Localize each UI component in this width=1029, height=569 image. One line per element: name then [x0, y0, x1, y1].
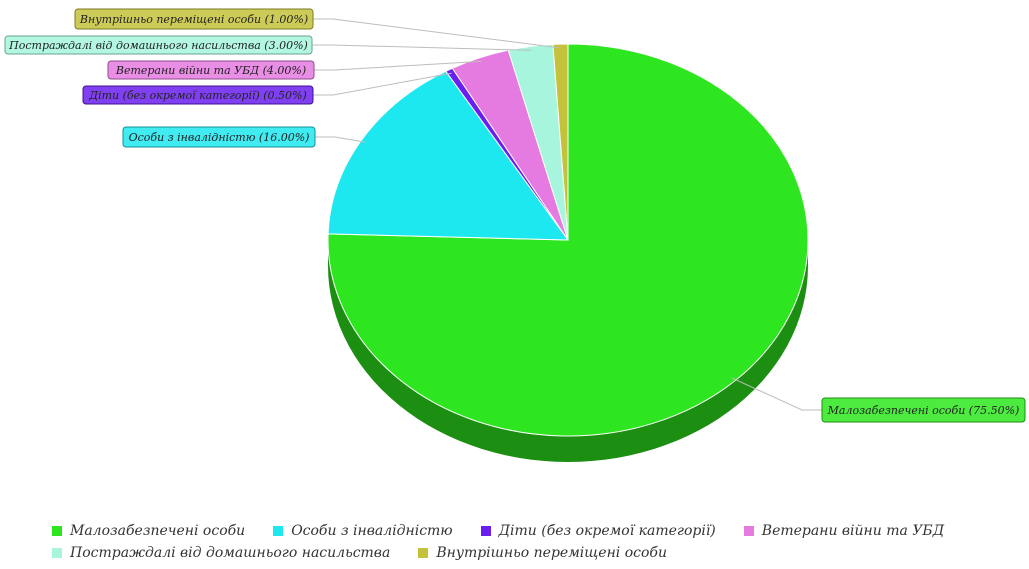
legend-swatch-4 [52, 548, 62, 558]
chart-legend: Малозабезпечені особи Особи з інвалідніст… [52, 520, 1012, 564]
legend-item-3[interactable]: Ветерани війни та УБД [743, 523, 945, 539]
legend-item-1[interactable]: Особи з інвалідністю [273, 523, 453, 539]
pie-callouts: Малозабезпечені особи (75.50%) Особи з ін… [4, 8, 1026, 423]
legend-label-1: Особи з інвалідністю [291, 523, 453, 539]
callout-leader-3 [314, 60, 482, 71]
callout-box-1 [122, 126, 316, 148]
callout-label-2: Діти (без окремої категорії) (0.50%) [88, 89, 307, 102]
callout-box-4 [4, 35, 313, 55]
callout-leader-0 [731, 377, 822, 411]
pie-slice-5[interactable] [552, 43, 569, 241]
legend-label-5: Внутрішньо переміщені особи [436, 545, 667, 561]
callout-label-0: Малозабезпечені особи (75.50%) [827, 404, 1020, 417]
callout-leader-4 [312, 44, 532, 51]
legend-swatch-5 [418, 548, 429, 558]
callout-label-3: Ветерани війни та УБД (4.00%) [115, 64, 306, 77]
legend-swatch-2 [480, 526, 491, 536]
legend-item-5[interactable]: Внутрішньо переміщені особи [418, 545, 667, 561]
callout-leader-5 [313, 18, 561, 49]
callout-box-2 [82, 85, 314, 105]
legend-swatch-1 [273, 526, 284, 536]
legend-item-2[interactable]: Діти (без окремої категорії) [480, 523, 716, 539]
callout-label-4: Постраждалі від домашнього насильства (3… [8, 39, 308, 52]
callout-leader-1 [315, 136, 366, 143]
callout-box-0 [821, 397, 1026, 423]
legend-label-4: Постраждалі від домашнього насильства [70, 545, 391, 561]
callout-box-5 [74, 8, 314, 30]
pie-slice-0[interactable] [327, 43, 809, 437]
callout-label-5: Внутрішньо переміщені особи (1.00%) [79, 13, 308, 26]
legend-label-3: Ветерани війни та УБД [761, 523, 945, 539]
callout-box-3 [107, 60, 315, 80]
legend-row: Постраждалі від домашнього насильства Вну… [52, 542, 1012, 564]
legend-label-0: Малозабезпечені особи [70, 523, 246, 539]
legend-label-2: Діти (без окремої категорії) [498, 523, 716, 539]
pie-slice-1[interactable] [327, 70, 569, 241]
callout-label-1: Особи з інвалідністю (16.00%) [129, 131, 310, 144]
legend-row: Малозабезпечені особи Особи з інвалідніст… [52, 520, 1012, 542]
legend-item-0[interactable]: Малозабезпечені особи [52, 523, 245, 539]
legend-swatch-0 [52, 526, 62, 536]
legend-swatch-3 [743, 526, 754, 536]
pie-top [327, 43, 809, 437]
legend-item-4[interactable]: Постраждалі від домашнього насильства [52, 545, 390, 561]
callout-leader-2 [313, 72, 452, 96]
